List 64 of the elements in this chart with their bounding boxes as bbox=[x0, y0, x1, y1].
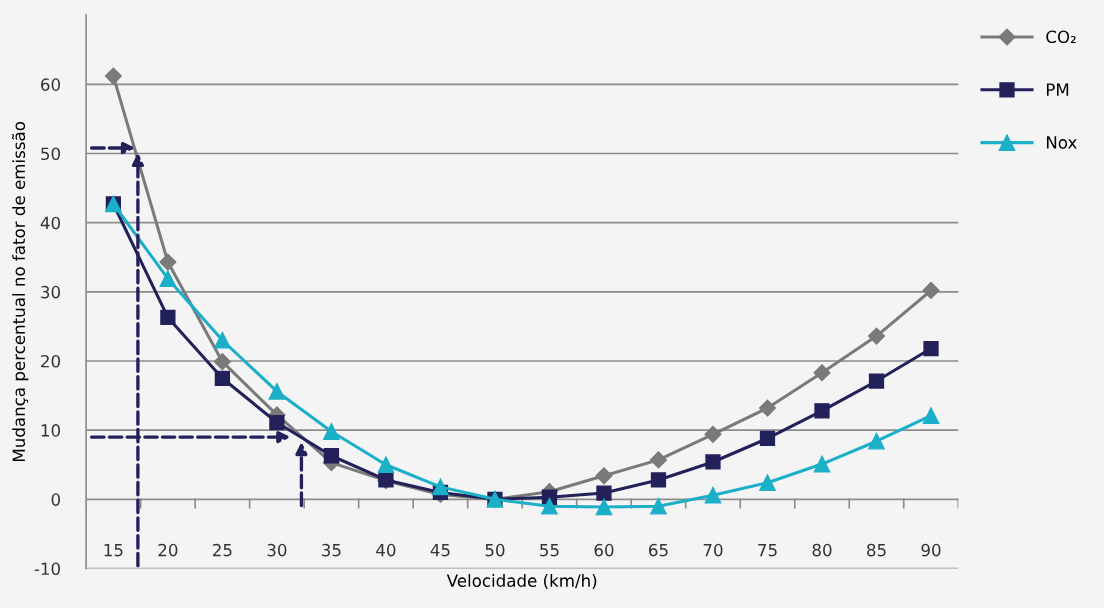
x-tick-label: 15 bbox=[104, 543, 123, 557]
x-tick-label: 20 bbox=[158, 543, 178, 557]
point bbox=[704, 425, 722, 443]
y-tick-label: 20 bbox=[41, 354, 60, 368]
point bbox=[759, 474, 776, 492]
point bbox=[868, 432, 885, 450]
point bbox=[923, 340, 939, 357]
y-tick-label: 50 bbox=[41, 147, 60, 161]
point bbox=[269, 414, 285, 431]
point bbox=[922, 281, 940, 300]
point bbox=[705, 454, 721, 470]
x-tick-label: 75 bbox=[758, 543, 777, 557]
x-tick-label: 65 bbox=[649, 543, 668, 557]
point bbox=[214, 370, 231, 386]
y-tick-label: 40 bbox=[40, 216, 60, 230]
legend-label: CO₂ bbox=[1046, 30, 1076, 44]
y-tick-label: 60 bbox=[41, 78, 60, 91]
point bbox=[323, 423, 340, 440]
x-tick-label: 70 bbox=[703, 543, 723, 557]
point bbox=[159, 270, 177, 288]
x-tick-label: 55 bbox=[540, 543, 559, 557]
point bbox=[867, 327, 886, 345]
x-tick-label: 45 bbox=[430, 543, 450, 557]
y-tick-label: 30 bbox=[41, 285, 60, 299]
point bbox=[432, 478, 449, 496]
legend-label: Nox bbox=[1046, 136, 1077, 149]
point bbox=[104, 67, 122, 85]
x-tick-label: 35 bbox=[322, 543, 341, 557]
point bbox=[813, 364, 831, 382]
point bbox=[323, 448, 340, 464]
y-tick-label: -10 bbox=[34, 562, 61, 576]
x-tick-label: 30 bbox=[267, 543, 287, 557]
x-tick-label: 80 bbox=[812, 543, 832, 557]
point bbox=[813, 455, 831, 473]
x-tick-label: 40 bbox=[376, 543, 396, 557]
x-tick-label: 85 bbox=[867, 543, 886, 557]
point bbox=[595, 498, 613, 516]
y-tick-label: 10 bbox=[41, 424, 60, 437]
point bbox=[922, 407, 940, 424]
point bbox=[759, 430, 776, 447]
point bbox=[214, 331, 231, 349]
x-tick-label: 25 bbox=[213, 543, 232, 557]
point bbox=[650, 497, 667, 515]
point bbox=[159, 253, 177, 271]
point bbox=[596, 485, 612, 501]
point bbox=[541, 497, 558, 515]
point bbox=[213, 353, 231, 371]
point bbox=[160, 309, 176, 326]
point bbox=[868, 373, 885, 389]
point bbox=[268, 383, 286, 400]
point bbox=[814, 403, 830, 419]
x-axis-title: Velocidade (km/h) bbox=[446, 574, 597, 589]
point bbox=[595, 467, 613, 485]
point bbox=[758, 399, 777, 417]
y-axis-title: Mudança percentual no fator de emissão bbox=[11, 121, 29, 461]
x-tick-label: 90 bbox=[921, 543, 941, 557]
point bbox=[650, 472, 667, 488]
point bbox=[704, 486, 722, 504]
legend-label: PM bbox=[1046, 83, 1069, 96]
x-tick-label: 50 bbox=[485, 543, 505, 557]
point bbox=[377, 456, 395, 474]
point bbox=[649, 451, 668, 469]
x-tick-label: 60 bbox=[594, 543, 614, 557]
y-tick-label: 0 bbox=[51, 493, 61, 506]
